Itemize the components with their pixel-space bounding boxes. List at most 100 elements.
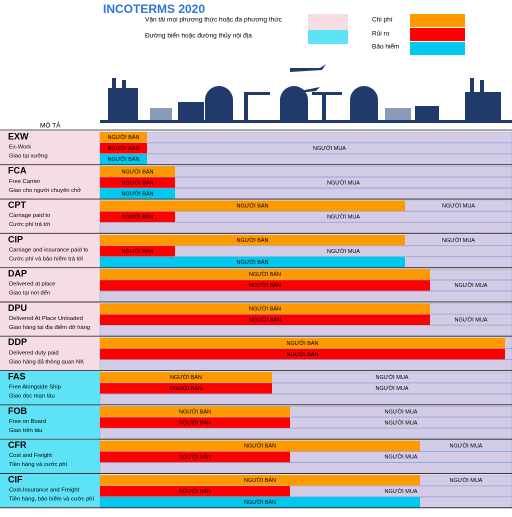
seller-segment	[100, 234, 405, 246]
seller-segment	[100, 406, 290, 417]
legend-mode: Đường biển hoặc đường thủy nội địa	[145, 32, 252, 40]
seller-label: NGƯỜI BÁN	[179, 419, 211, 426]
seller-segment	[100, 417, 290, 428]
buyer-label: NGƯỜI MUA	[376, 374, 409, 381]
term-cell	[0, 165, 100, 199]
buyer-label: NGƯỜI MUA	[450, 477, 483, 484]
term-name: Delivered duty paid	[9, 350, 59, 356]
seller-label: NGƯỜI BÁN	[286, 340, 318, 347]
seller-segment	[100, 211, 175, 223]
seller-label: NGƯỜI BÁN	[249, 316, 281, 323]
seller-label: NGƯỜI BÁN	[244, 477, 276, 484]
term-name-vi: Giao trên tàu	[9, 428, 43, 434]
seller-segment	[100, 303, 430, 314]
legend-swatch	[410, 28, 465, 41]
seller-label: NGƯỜI BÁN	[179, 454, 211, 461]
seller-label: NGƯỜI BÁN	[121, 179, 153, 186]
buyer-segment	[99, 131, 512, 143]
term-name-vi: Giao cho người chuyên chở	[9, 187, 81, 194]
term-code: CFR	[8, 440, 27, 450]
seller-segment	[100, 475, 420, 486]
term-name: Free Carrier	[9, 179, 40, 185]
seller-segment	[100, 188, 175, 199]
seller-label: NGƯỜI BÁN	[236, 259, 268, 266]
term-code: CIF	[8, 474, 23, 484]
term-name-vi: Giao tại nơi đến	[9, 291, 50, 297]
legend-swatch	[410, 42, 465, 55]
term-name: Free on Board	[9, 419, 46, 425]
term-cell	[0, 131, 100, 165]
title: INCOTERMS 2020	[103, 2, 205, 16]
seller-segment	[100, 383, 272, 394]
buyer-label: NGƯỜI MUA	[327, 214, 360, 221]
seller-label: NGƯỜI BÁN	[170, 374, 202, 381]
seller-label: NGƯỜI BÁN	[249, 305, 281, 312]
term-name-vi: Giao tại xưởng	[9, 153, 48, 160]
legend-part: Rủi ro	[372, 30, 390, 38]
term-code: DDP	[8, 337, 27, 347]
seller-label: NGƯỜI BÁN	[107, 134, 139, 141]
term-name: Delivered at place	[9, 282, 55, 288]
term-name-vi: Cước phí trả tới	[9, 222, 50, 228]
legend-swatch	[308, 30, 348, 44]
seller-segment	[100, 177, 175, 188]
buyer-segment	[99, 462, 512, 474]
term-cell	[0, 268, 100, 302]
term-name: Cost-Insurance and Freight	[9, 488, 80, 494]
buyer-label: NGƯỜI MUA	[385, 419, 418, 426]
seller-label: NGƯỜI BÁN	[107, 145, 139, 152]
term-name: Delivered At Place Unloaded	[9, 316, 83, 322]
buyer-label: NGƯỜI MUA	[385, 488, 418, 495]
seller-label: NGƯỜI BÁN	[236, 203, 268, 210]
legend-part: Chi phí	[372, 17, 393, 24]
buyer-segment	[99, 290, 512, 302]
seller-segment	[100, 314, 430, 325]
seller-segment	[100, 132, 147, 143]
seller-label: NGƯỜI BÁN	[286, 351, 318, 358]
seller-label: NGƯỜI BÁN	[244, 443, 276, 450]
seller-segment	[100, 200, 405, 212]
buyer-segment	[99, 153, 512, 165]
seller-segment	[100, 166, 175, 177]
term-code: FCA	[8, 166, 27, 176]
seller-segment	[100, 245, 175, 257]
term-cell	[0, 439, 100, 473]
seller-segment	[100, 280, 430, 291]
legend-swatch	[410, 14, 465, 27]
term-name-vi: Giao dọc mạn tàu	[9, 394, 55, 400]
term-code: DAP	[8, 269, 27, 279]
term-code: DPU	[8, 303, 27, 313]
description-header: MÔ TẢ	[40, 121, 61, 130]
buyer-segment	[99, 142, 512, 154]
buyer-segment	[99, 359, 512, 371]
seller-segment	[100, 348, 505, 360]
term-code: CPT	[8, 200, 27, 210]
buyer-segment	[99, 222, 512, 234]
buyer-label: NGƯỜI MUA	[385, 408, 418, 415]
seller-segment	[100, 143, 147, 154]
term-name-vi: Giao hàng tại địa điểm dỡ hàng	[9, 324, 90, 331]
seller-segment	[100, 372, 272, 383]
buyer-segment	[99, 325, 512, 337]
term-code: FOB	[8, 406, 27, 416]
seller-label: NGƯỜI BÁN	[249, 271, 281, 278]
legend-mode: Vận tải mọi phương thức hoặc đa phương t…	[145, 17, 283, 24]
buyer-segment	[99, 393, 512, 405]
buyer-label: NGƯỜI MUA	[442, 237, 475, 244]
buyer-label: NGƯỜI MUA	[455, 316, 488, 323]
seller-label: NGƯỜI BÁN	[249, 282, 281, 289]
legend-swatch	[308, 14, 348, 30]
term-name-vi: Giao hàng đã thông quan NK	[9, 359, 84, 365]
seller-segment	[100, 440, 420, 452]
term-name-vi: Cước phí và bảo hiểm trả tới	[9, 255, 83, 262]
buyer-label: NGƯỜI MUA	[327, 179, 360, 186]
buyer-label: NGƯỜI MUA	[313, 145, 346, 152]
seller-label: NGƯỜI BÁN	[236, 237, 268, 244]
term-name: Cost and Freight	[9, 453, 52, 459]
term-name: Carriage and insurance paid to	[9, 247, 88, 253]
seller-label: NGƯỜI BÁN	[244, 499, 276, 506]
seller-label: NGƯỜI BÁN	[170, 385, 202, 392]
term-name: Carriage paid to	[9, 213, 50, 219]
seller-segment	[100, 269, 430, 280]
